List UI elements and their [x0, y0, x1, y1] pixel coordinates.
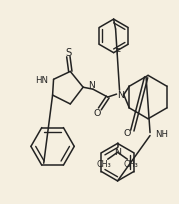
Text: N: N — [117, 90, 124, 99]
Text: N: N — [88, 80, 95, 89]
Text: CH₃: CH₃ — [96, 159, 111, 168]
Text: NH: NH — [155, 129, 168, 138]
Text: O: O — [93, 109, 101, 118]
Text: N: N — [114, 147, 121, 156]
Text: HN: HN — [35, 75, 48, 84]
Text: O: O — [124, 129, 131, 137]
Text: S: S — [65, 48, 71, 57]
Text: F: F — [115, 48, 120, 57]
Text: CH₃: CH₃ — [124, 159, 139, 168]
